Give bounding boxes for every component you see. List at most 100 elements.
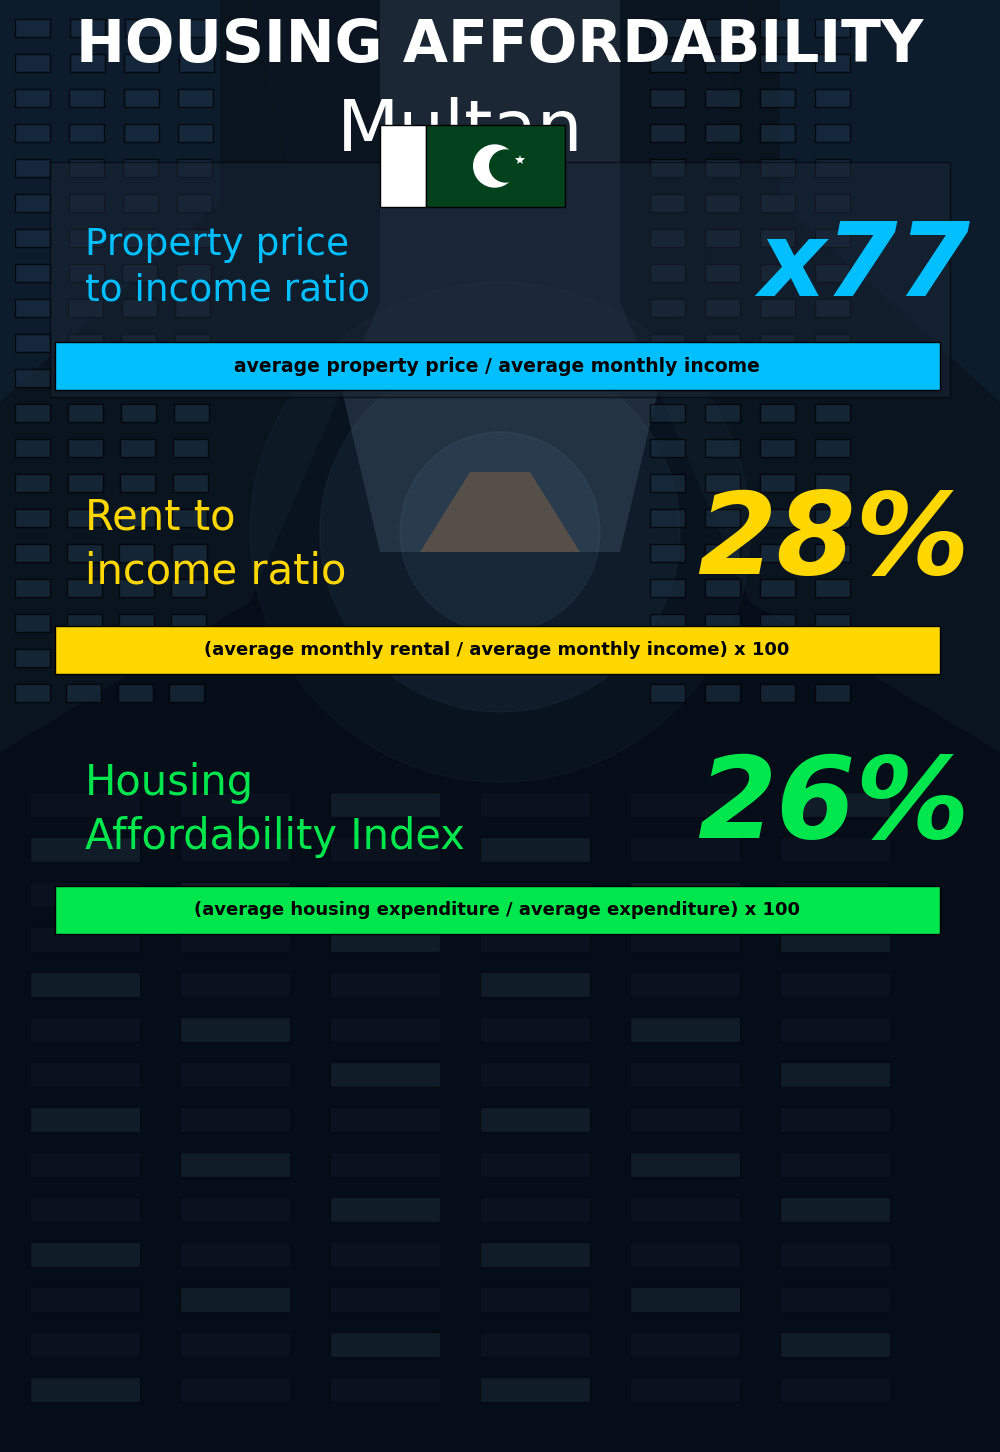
FancyBboxPatch shape bbox=[760, 195, 795, 212]
FancyBboxPatch shape bbox=[760, 404, 795, 423]
FancyBboxPatch shape bbox=[330, 1061, 440, 1088]
FancyBboxPatch shape bbox=[650, 19, 685, 36]
FancyBboxPatch shape bbox=[30, 1061, 140, 1088]
FancyBboxPatch shape bbox=[705, 54, 740, 73]
FancyBboxPatch shape bbox=[650, 684, 685, 701]
FancyBboxPatch shape bbox=[650, 510, 685, 527]
FancyBboxPatch shape bbox=[705, 684, 740, 701]
FancyBboxPatch shape bbox=[480, 881, 590, 908]
FancyBboxPatch shape bbox=[760, 264, 795, 282]
FancyBboxPatch shape bbox=[119, 579, 154, 597]
FancyBboxPatch shape bbox=[650, 264, 685, 282]
FancyBboxPatch shape bbox=[760, 123, 795, 142]
FancyBboxPatch shape bbox=[123, 229, 158, 247]
FancyBboxPatch shape bbox=[705, 299, 740, 317]
FancyBboxPatch shape bbox=[30, 1151, 140, 1178]
FancyBboxPatch shape bbox=[15, 264, 50, 282]
FancyBboxPatch shape bbox=[330, 1151, 440, 1178]
FancyBboxPatch shape bbox=[68, 369, 103, 388]
FancyBboxPatch shape bbox=[15, 369, 50, 388]
FancyBboxPatch shape bbox=[68, 404, 103, 423]
FancyBboxPatch shape bbox=[67, 614, 102, 632]
FancyBboxPatch shape bbox=[180, 1196, 290, 1223]
FancyBboxPatch shape bbox=[705, 473, 740, 492]
FancyBboxPatch shape bbox=[650, 439, 685, 457]
Text: 26%: 26% bbox=[697, 752, 970, 862]
FancyBboxPatch shape bbox=[172, 510, 207, 527]
FancyBboxPatch shape bbox=[173, 439, 208, 457]
FancyBboxPatch shape bbox=[760, 334, 795, 351]
FancyBboxPatch shape bbox=[650, 649, 685, 666]
Polygon shape bbox=[620, 0, 1000, 752]
FancyBboxPatch shape bbox=[705, 369, 740, 388]
FancyBboxPatch shape bbox=[650, 89, 685, 107]
FancyBboxPatch shape bbox=[705, 89, 740, 107]
FancyBboxPatch shape bbox=[780, 1061, 890, 1088]
FancyBboxPatch shape bbox=[630, 926, 740, 953]
FancyBboxPatch shape bbox=[760, 473, 795, 492]
FancyBboxPatch shape bbox=[780, 836, 890, 862]
FancyBboxPatch shape bbox=[815, 54, 850, 73]
FancyBboxPatch shape bbox=[630, 971, 740, 998]
FancyBboxPatch shape bbox=[125, 19, 160, 36]
FancyBboxPatch shape bbox=[815, 439, 850, 457]
FancyBboxPatch shape bbox=[815, 299, 850, 317]
FancyBboxPatch shape bbox=[68, 439, 103, 457]
FancyBboxPatch shape bbox=[180, 1241, 290, 1268]
FancyBboxPatch shape bbox=[630, 1286, 740, 1313]
Polygon shape bbox=[0, 0, 380, 752]
Text: 28%: 28% bbox=[697, 486, 970, 598]
FancyBboxPatch shape bbox=[705, 579, 740, 597]
FancyBboxPatch shape bbox=[169, 684, 204, 701]
FancyBboxPatch shape bbox=[815, 160, 850, 177]
FancyBboxPatch shape bbox=[180, 1286, 290, 1313]
FancyBboxPatch shape bbox=[780, 971, 890, 998]
FancyBboxPatch shape bbox=[180, 1151, 290, 1178]
FancyBboxPatch shape bbox=[30, 1016, 140, 1043]
Text: Property price
to income ratio: Property price to income ratio bbox=[85, 227, 370, 309]
FancyBboxPatch shape bbox=[180, 1061, 290, 1088]
FancyBboxPatch shape bbox=[630, 836, 740, 862]
FancyBboxPatch shape bbox=[630, 881, 740, 908]
FancyBboxPatch shape bbox=[780, 1196, 890, 1223]
FancyBboxPatch shape bbox=[176, 229, 211, 247]
FancyBboxPatch shape bbox=[705, 510, 740, 527]
FancyBboxPatch shape bbox=[815, 123, 850, 142]
FancyBboxPatch shape bbox=[705, 123, 740, 142]
FancyBboxPatch shape bbox=[175, 334, 210, 351]
FancyBboxPatch shape bbox=[815, 19, 850, 36]
FancyBboxPatch shape bbox=[176, 264, 211, 282]
FancyBboxPatch shape bbox=[705, 229, 740, 247]
FancyBboxPatch shape bbox=[15, 649, 50, 666]
FancyBboxPatch shape bbox=[815, 404, 850, 423]
Text: average property price / average monthly income: average property price / average monthly… bbox=[234, 357, 760, 376]
Text: HOUSING AFFORDABILITY: HOUSING AFFORDABILITY bbox=[76, 17, 924, 74]
FancyBboxPatch shape bbox=[780, 791, 890, 817]
FancyBboxPatch shape bbox=[69, 195, 104, 212]
FancyBboxPatch shape bbox=[650, 299, 685, 317]
FancyBboxPatch shape bbox=[69, 123, 104, 142]
FancyBboxPatch shape bbox=[177, 195, 212, 212]
FancyBboxPatch shape bbox=[179, 54, 214, 73]
FancyBboxPatch shape bbox=[480, 1016, 590, 1043]
FancyBboxPatch shape bbox=[705, 439, 740, 457]
FancyBboxPatch shape bbox=[180, 791, 290, 817]
FancyBboxPatch shape bbox=[480, 791, 590, 817]
FancyBboxPatch shape bbox=[330, 1331, 440, 1358]
FancyBboxPatch shape bbox=[173, 473, 208, 492]
FancyBboxPatch shape bbox=[780, 1331, 890, 1358]
FancyBboxPatch shape bbox=[15, 510, 50, 527]
FancyBboxPatch shape bbox=[815, 89, 850, 107]
Polygon shape bbox=[780, 0, 1000, 402]
FancyBboxPatch shape bbox=[760, 89, 795, 107]
FancyBboxPatch shape bbox=[780, 1286, 890, 1313]
Polygon shape bbox=[420, 472, 580, 552]
FancyBboxPatch shape bbox=[330, 1016, 440, 1043]
FancyBboxPatch shape bbox=[171, 614, 206, 632]
FancyBboxPatch shape bbox=[180, 1376, 290, 1403]
FancyBboxPatch shape bbox=[815, 684, 850, 701]
FancyBboxPatch shape bbox=[480, 1286, 590, 1313]
FancyBboxPatch shape bbox=[15, 19, 50, 36]
FancyBboxPatch shape bbox=[480, 1151, 590, 1178]
FancyBboxPatch shape bbox=[330, 836, 440, 862]
